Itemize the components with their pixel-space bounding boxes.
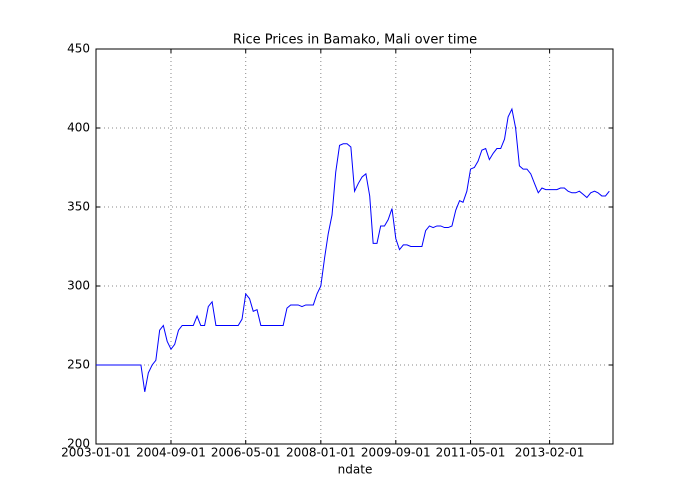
y-tick-label: 300 [67, 279, 90, 293]
x-tick-label: 2009-09-01 [361, 446, 431, 460]
x-tick-label: 2013-02-01 [515, 446, 585, 460]
y-tick-label: 200 [67, 437, 90, 451]
x-tick-label: 2011-05-01 [436, 446, 506, 460]
price-line [96, 107, 610, 392]
x-tick-label: 2004-09-01 [136, 446, 206, 460]
plot-frame [95, 48, 614, 445]
x-tick-label: 2006-05-01 [211, 446, 281, 460]
chart-title: Rice Prices in Bamako, Mali over time [233, 33, 477, 48]
y-tick-label: 400 [67, 121, 90, 135]
x-tick-label: 2003-01-01 [61, 446, 131, 460]
y-tick-label: 250 [67, 358, 90, 372]
y-tick-label: 450 [67, 42, 90, 56]
x-axis-label: ndate [338, 463, 373, 477]
y-tick-label: 350 [67, 200, 90, 214]
x-tick-label: 2008-01-01 [286, 446, 356, 460]
